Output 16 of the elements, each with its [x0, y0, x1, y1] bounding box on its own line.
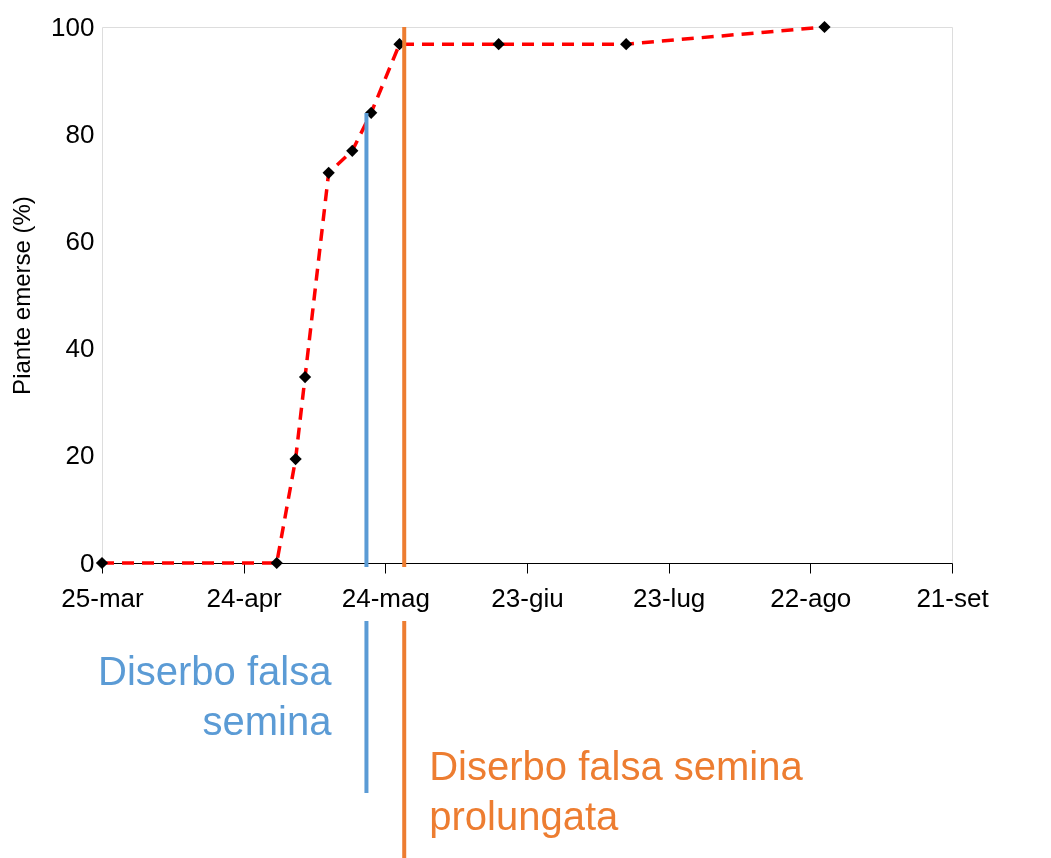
y-tick-label: 40 — [65, 333, 95, 364]
x-tick-label: 23-lug — [633, 582, 706, 613]
y-tick-label: 80 — [65, 118, 95, 149]
ref-line-label: Diserbo falsa semina prolungata — [429, 744, 804, 838]
x-tick-label: 21-set — [916, 582, 990, 613]
y-tick-label: 20 — [65, 440, 95, 471]
y-axis-title: Piante emerse (%) — [8, 196, 36, 395]
y-tick-label: 60 — [65, 225, 95, 256]
ref-line-label: Diserbo falsa semina — [98, 649, 333, 743]
y-tick-label: 0 — [80, 547, 95, 578]
x-tick-label: 24-mag — [341, 582, 430, 613]
x-tick-label: 22-ago — [770, 582, 852, 613]
x-tick-label: 24-apr — [206, 582, 283, 613]
x-tick-label: 25-mar — [61, 582, 145, 613]
x-tick-label: 23-giu — [491, 582, 564, 613]
y-tick-label: 100 — [51, 11, 95, 42]
